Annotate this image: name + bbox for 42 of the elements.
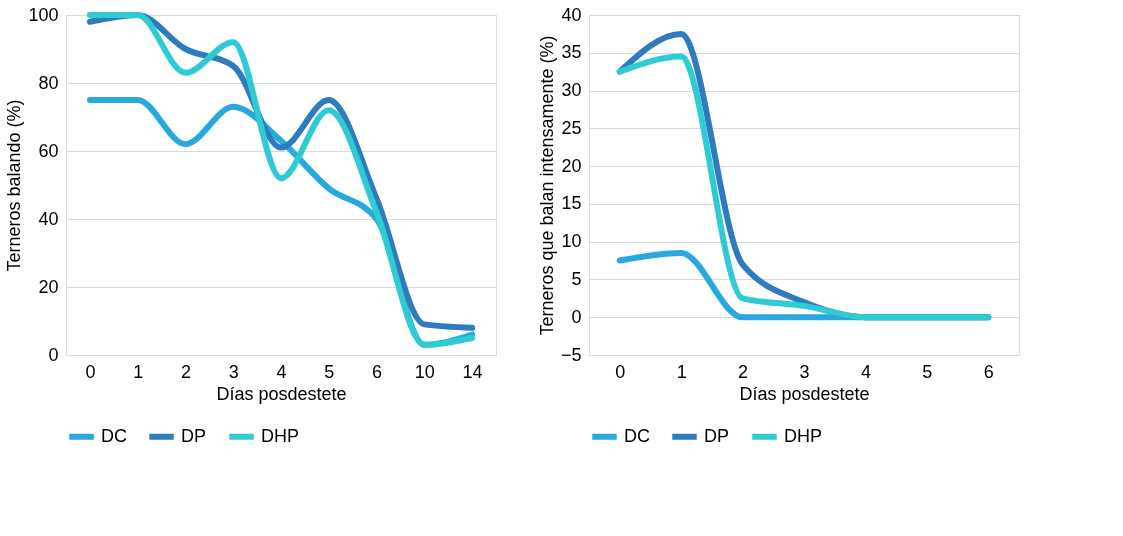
y-tick-label: 20	[561, 155, 582, 176]
x-tick-label: 2	[738, 361, 749, 382]
x-tick-label: 4	[860, 361, 871, 382]
y-tick-label: 15	[561, 193, 582, 214]
x-tick-label: 5	[922, 361, 933, 382]
x-tick-label: 14	[462, 361, 483, 382]
x-tick-label: 6	[372, 361, 383, 382]
y-tick-label: 80	[38, 72, 59, 93]
legend-label: DP	[704, 425, 730, 446]
x-tick-label: 2	[180, 361, 191, 382]
legend-label: DC	[624, 425, 650, 446]
x-tick-label: 4	[276, 361, 287, 382]
x-tick-label: 3	[799, 361, 810, 382]
y-tick-label: 25	[561, 117, 582, 138]
y-tick-label: 100	[28, 4, 59, 25]
x-tick-label: 0	[85, 361, 96, 382]
x-tick-label: 3	[228, 361, 239, 382]
x-tick-label: 10	[414, 361, 435, 382]
x-tick-label: 1	[676, 361, 687, 382]
y-tick-label: 30	[561, 80, 582, 101]
legend-label: DHP	[784, 425, 823, 446]
x-tick-label: 1	[133, 361, 144, 382]
legend-label: DP	[181, 425, 207, 446]
y-tick-label: 5	[571, 268, 582, 289]
y-tick-label: 60	[38, 140, 59, 161]
y-tick-label: 0	[571, 306, 582, 327]
x-tick-label: 0	[615, 361, 626, 382]
x-axis-title: Días posdestete	[216, 383, 347, 404]
y-tick-label: 40	[38, 208, 59, 229]
y-axis-title: Terneros que balan intensamente (%)	[536, 35, 557, 336]
y-tick-label: 35	[561, 42, 582, 63]
x-tick-label: 5	[324, 361, 335, 382]
legend-label: DHP	[261, 425, 300, 446]
y-axis-title: Terneros balando (%)	[4, 99, 25, 272]
y-tick-label: 20	[38, 276, 59, 297]
x-axis-title: Días posdestete	[739, 383, 870, 404]
y-tick-label: 0	[48, 344, 59, 365]
y-tick-label: 10	[561, 231, 582, 252]
y-tick-label: −5	[560, 344, 582, 365]
legend-label: DC	[101, 425, 127, 446]
y-tick-label: 40	[561, 4, 582, 25]
x-tick-label: 6	[983, 361, 994, 382]
